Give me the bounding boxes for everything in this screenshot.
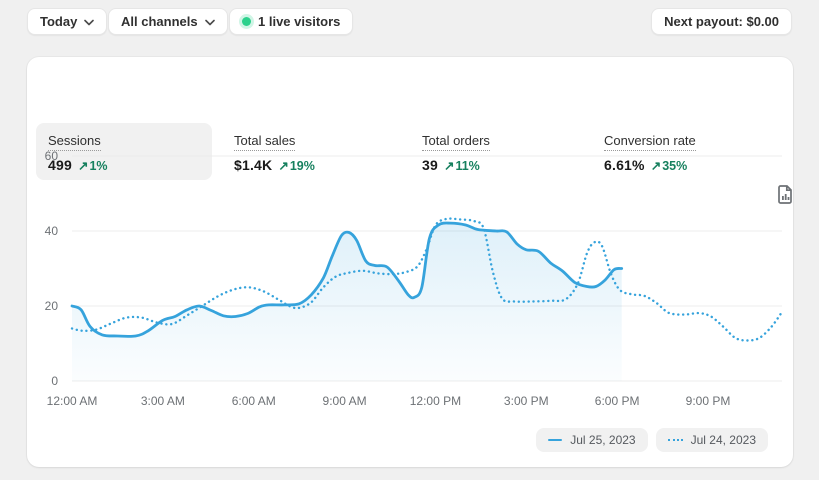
- metric-delta: ↗11%: [443, 159, 480, 173]
- trend-up-arrow-icon: ↗: [650, 159, 662, 173]
- y-tick-label: 20: [44, 299, 58, 313]
- analytics-card: Sessions 499 ↗1% Total sales $1.4K ↗19% …: [27, 57, 793, 467]
- channel-filter-label: All channels: [121, 14, 198, 29]
- x-tick-label: 6:00 AM: [231, 394, 276, 408]
- x-tick-label: 12:00 PM: [409, 394, 462, 408]
- metric-value: 6.61%: [604, 157, 645, 173]
- dotted-line-sample-icon: [667, 439, 683, 441]
- metric-value: 39: [422, 157, 438, 173]
- line-Jul-25-2023: [70, 221, 624, 338]
- metric-tab-conversion-rate[interactable]: Conversion rate 6.61% ↗35%: [592, 123, 768, 180]
- next-payout-label: Next payout: $0.00: [664, 14, 779, 29]
- metric-label: Total orders: [422, 133, 490, 151]
- trend-up-arrow-icon: ↗: [278, 159, 289, 173]
- x-tick-label: 9:00 AM: [322, 394, 367, 408]
- trend-up-arrow-icon: ↗: [443, 159, 455, 173]
- chart-legend: Jul 25, 2023 Jul 24, 2023: [536, 428, 768, 452]
- metric-delta: ↗35%: [650, 159, 688, 173]
- legend-key-Jul-25-2023: Jul 25, 2023: [536, 428, 648, 452]
- legend-label: Jul 24, 2023: [690, 433, 756, 447]
- x-tick-label: 9:00 PM: [685, 394, 731, 408]
- next-payout-button[interactable]: Next payout: $0.00: [651, 8, 792, 35]
- metric-label: Sessions: [48, 133, 101, 151]
- line-Jul-24-2023: [70, 217, 782, 342]
- area-fill-Jul-25-2023: [72, 223, 622, 381]
- chevron-down-icon: [84, 19, 95, 26]
- chart-series: [70, 217, 782, 381]
- metric-label: Conversion rate: [604, 133, 696, 151]
- metric-value: 499: [48, 157, 72, 173]
- y-tick-label: 0: [51, 374, 58, 388]
- date-range-button[interactable]: Today: [27, 8, 108, 35]
- solid-line-sample-icon: [548, 439, 563, 441]
- x-tick-label: 3:00 AM: [140, 394, 185, 408]
- live-visitors-button[interactable]: 1 live visitors: [229, 8, 354, 35]
- metric-value: $1.4K: [234, 157, 273, 173]
- legend-label: Jul 25, 2023: [570, 433, 636, 447]
- metric-delta: ↗1%: [77, 159, 108, 173]
- x-tick-label: 12:00 AM: [46, 394, 98, 408]
- y-tick-label: 40: [44, 224, 58, 238]
- chevron-down-icon: [204, 19, 215, 26]
- x-tick-label: 6:00 PM: [594, 394, 640, 408]
- metric-tab-total-sales[interactable]: Total sales $1.4K ↗19%: [222, 123, 398, 180]
- trend-up-arrow-icon: ↗: [77, 159, 89, 173]
- date-range-label: Today: [40, 14, 78, 29]
- sessions-line-chart: [70, 155, 782, 382]
- y-tick-label: 60: [44, 149, 58, 163]
- metric-tab-sessions[interactable]: Sessions 499 ↗1%: [36, 123, 212, 180]
- metric-tab-total-orders[interactable]: Total orders 39 ↗11%: [410, 123, 586, 180]
- live-indicator-icon: [242, 17, 251, 26]
- legend-key-Jul-24-2023: Jul 24, 2023: [655, 428, 768, 452]
- channel-filter-button[interactable]: All channels: [108, 8, 228, 35]
- live-visitors-label: 1 live visitors: [258, 14, 341, 29]
- x-tick-label: 3:00 PM: [503, 394, 549, 408]
- metric-label: Total sales: [234, 133, 296, 151]
- metric-delta: ↗19%: [278, 159, 315, 173]
- report-page-icon[interactable]: [777, 185, 794, 209]
